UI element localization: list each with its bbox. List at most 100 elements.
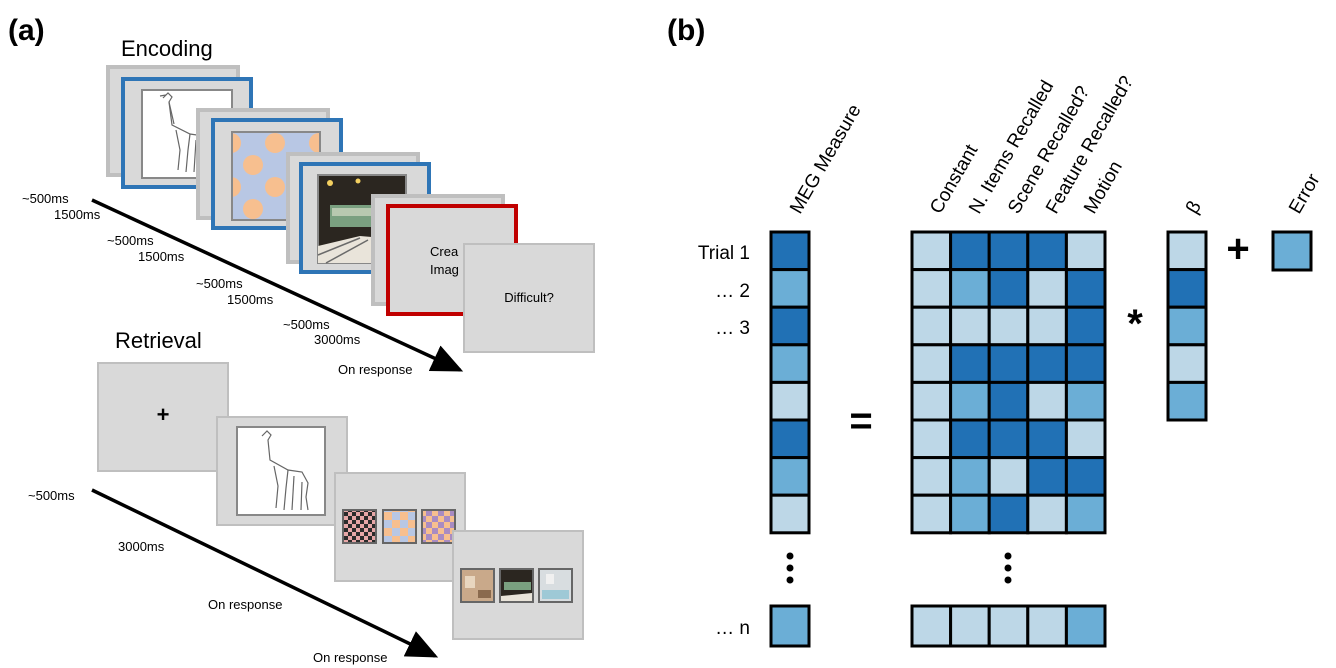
retrieval-title: Retrieval	[115, 328, 202, 353]
encoding-fix-2: ~500ms	[107, 233, 154, 248]
matrix-cell-n	[1026, 604, 1068, 648]
matrix-cell	[1026, 493, 1068, 535]
matrix-cell	[987, 305, 1030, 347]
retrieval-t1: ~500ms	[28, 488, 75, 503]
meg-continuation-dots	[786, 552, 794, 584]
matrix-cell	[910, 343, 953, 384]
matrix-cell	[949, 268, 991, 309]
meg-measure-label: MEG Measure	[786, 101, 865, 218]
matrix-cell-n	[910, 604, 953, 648]
equals-sign: =	[849, 399, 872, 443]
meg-measure-vector	[769, 230, 811, 648]
matrix-cell	[910, 418, 953, 460]
beta-cell	[1166, 343, 1208, 384]
beta-label: β	[1182, 197, 1206, 217]
beta-cell	[1166, 230, 1208, 272]
row-label-trial-3: … 3	[715, 318, 750, 339]
matrix-continuation-dots	[1004, 552, 1012, 584]
retrieval-t2: 3000ms	[118, 539, 165, 554]
panel-a-label: (a)	[8, 14, 45, 47]
matrix-cell	[1026, 305, 1068, 347]
pattern-option-2	[382, 509, 417, 544]
create-image-text-2: Imag	[430, 262, 459, 277]
matrix-cell	[949, 418, 991, 460]
matrix-cell	[1064, 230, 1107, 272]
row-label-trial-n: … n	[715, 618, 750, 639]
matrix-cell	[987, 380, 1030, 422]
matrix-cell	[1026, 456, 1068, 497]
giraffe-cue-drawing	[261, 430, 309, 511]
meg-cell	[769, 493, 811, 535]
meg-cell	[769, 343, 811, 384]
beta-cell	[1166, 268, 1208, 309]
encoding-title: Encoding	[121, 36, 213, 61]
pattern-option-3	[421, 509, 456, 544]
meg-cell	[769, 418, 811, 460]
times-sign: *	[1127, 302, 1143, 346]
matrix-cell	[949, 230, 991, 272]
matrix-cell	[987, 493, 1030, 535]
matrix-cell	[1026, 230, 1068, 272]
encoding-timeline-arrow	[91, 198, 464, 372]
meg-cell	[769, 268, 811, 309]
matrix-cell	[910, 230, 953, 272]
panel-b: (b) Trial 1 … 2 … 3 … n MEG Measure Cons…	[667, 14, 1325, 648]
fixation-cross: +	[157, 402, 170, 427]
scene-choice-screen	[452, 530, 584, 640]
create-image-text-1: Crea	[430, 244, 459, 259]
retrieval-timeline-arrow	[91, 488, 439, 658]
plus-sign: +	[1226, 227, 1249, 271]
meg-cell	[769, 230, 811, 272]
encoding-stim-3: 1500ms	[227, 292, 274, 307]
encoding-stim-2: 1500ms	[138, 249, 185, 264]
beta-cell	[1166, 305, 1208, 347]
matrix-cell	[987, 343, 1030, 384]
matrix-cell-n	[987, 604, 1030, 648]
scene-option-2	[499, 568, 534, 603]
matrix-cell	[987, 230, 1030, 272]
matrix-cell	[1026, 343, 1068, 384]
encoding-end-label: On response	[338, 362, 412, 377]
error-term	[1271, 230, 1313, 272]
beta-cell	[1166, 380, 1208, 422]
beta-vector	[1166, 230, 1208, 422]
design-matrix	[910, 230, 1107, 648]
encoding-fix-1: ~500ms	[22, 191, 69, 206]
matrix-cell	[987, 418, 1030, 460]
meg-cell-n	[769, 604, 811, 648]
pattern-option-1	[342, 509, 377, 544]
matrix-cell	[910, 305, 953, 347]
matrix-cell-n	[1064, 604, 1107, 648]
matrix-cell	[949, 493, 991, 535]
matrix-cell	[1026, 418, 1068, 460]
matrix-cell	[1064, 305, 1107, 347]
matrix-cell	[949, 343, 991, 384]
matrix-cell	[1026, 268, 1068, 309]
retrieval-t4: On response	[313, 650, 387, 665]
matrix-cell	[910, 380, 953, 422]
matrix-cell	[910, 268, 953, 309]
error-cell	[1271, 230, 1313, 272]
error-label: Error	[1285, 170, 1325, 218]
retrieval-cue-screen	[216, 416, 348, 526]
scene-option-1	[460, 568, 495, 603]
difficult-text: Difficult?	[504, 290, 554, 305]
matrix-cell	[949, 456, 991, 497]
matrix-cell	[949, 380, 991, 422]
encoding-stim-4: 3000ms	[314, 332, 361, 347]
matrix-cell	[949, 305, 991, 347]
scene-option-3	[538, 568, 573, 603]
encoding-fix-3: ~500ms	[196, 276, 243, 291]
matrix-cell	[1026, 380, 1068, 422]
encoding-stim-1: 1500ms	[54, 207, 101, 222]
row-label-trial-1: Trial 1	[698, 243, 750, 264]
panel-a: (a) Encoding ~500ms 1500ms ~500ms 1500ms…	[8, 14, 595, 665]
matrix-cell	[987, 268, 1030, 309]
meg-cell	[769, 456, 811, 497]
matrix-cell	[1064, 380, 1107, 422]
matrix-cell	[1064, 418, 1107, 460]
matrix-cell	[987, 456, 1030, 497]
row-label-trial-2: … 2	[715, 281, 750, 302]
meg-cell	[769, 305, 811, 347]
